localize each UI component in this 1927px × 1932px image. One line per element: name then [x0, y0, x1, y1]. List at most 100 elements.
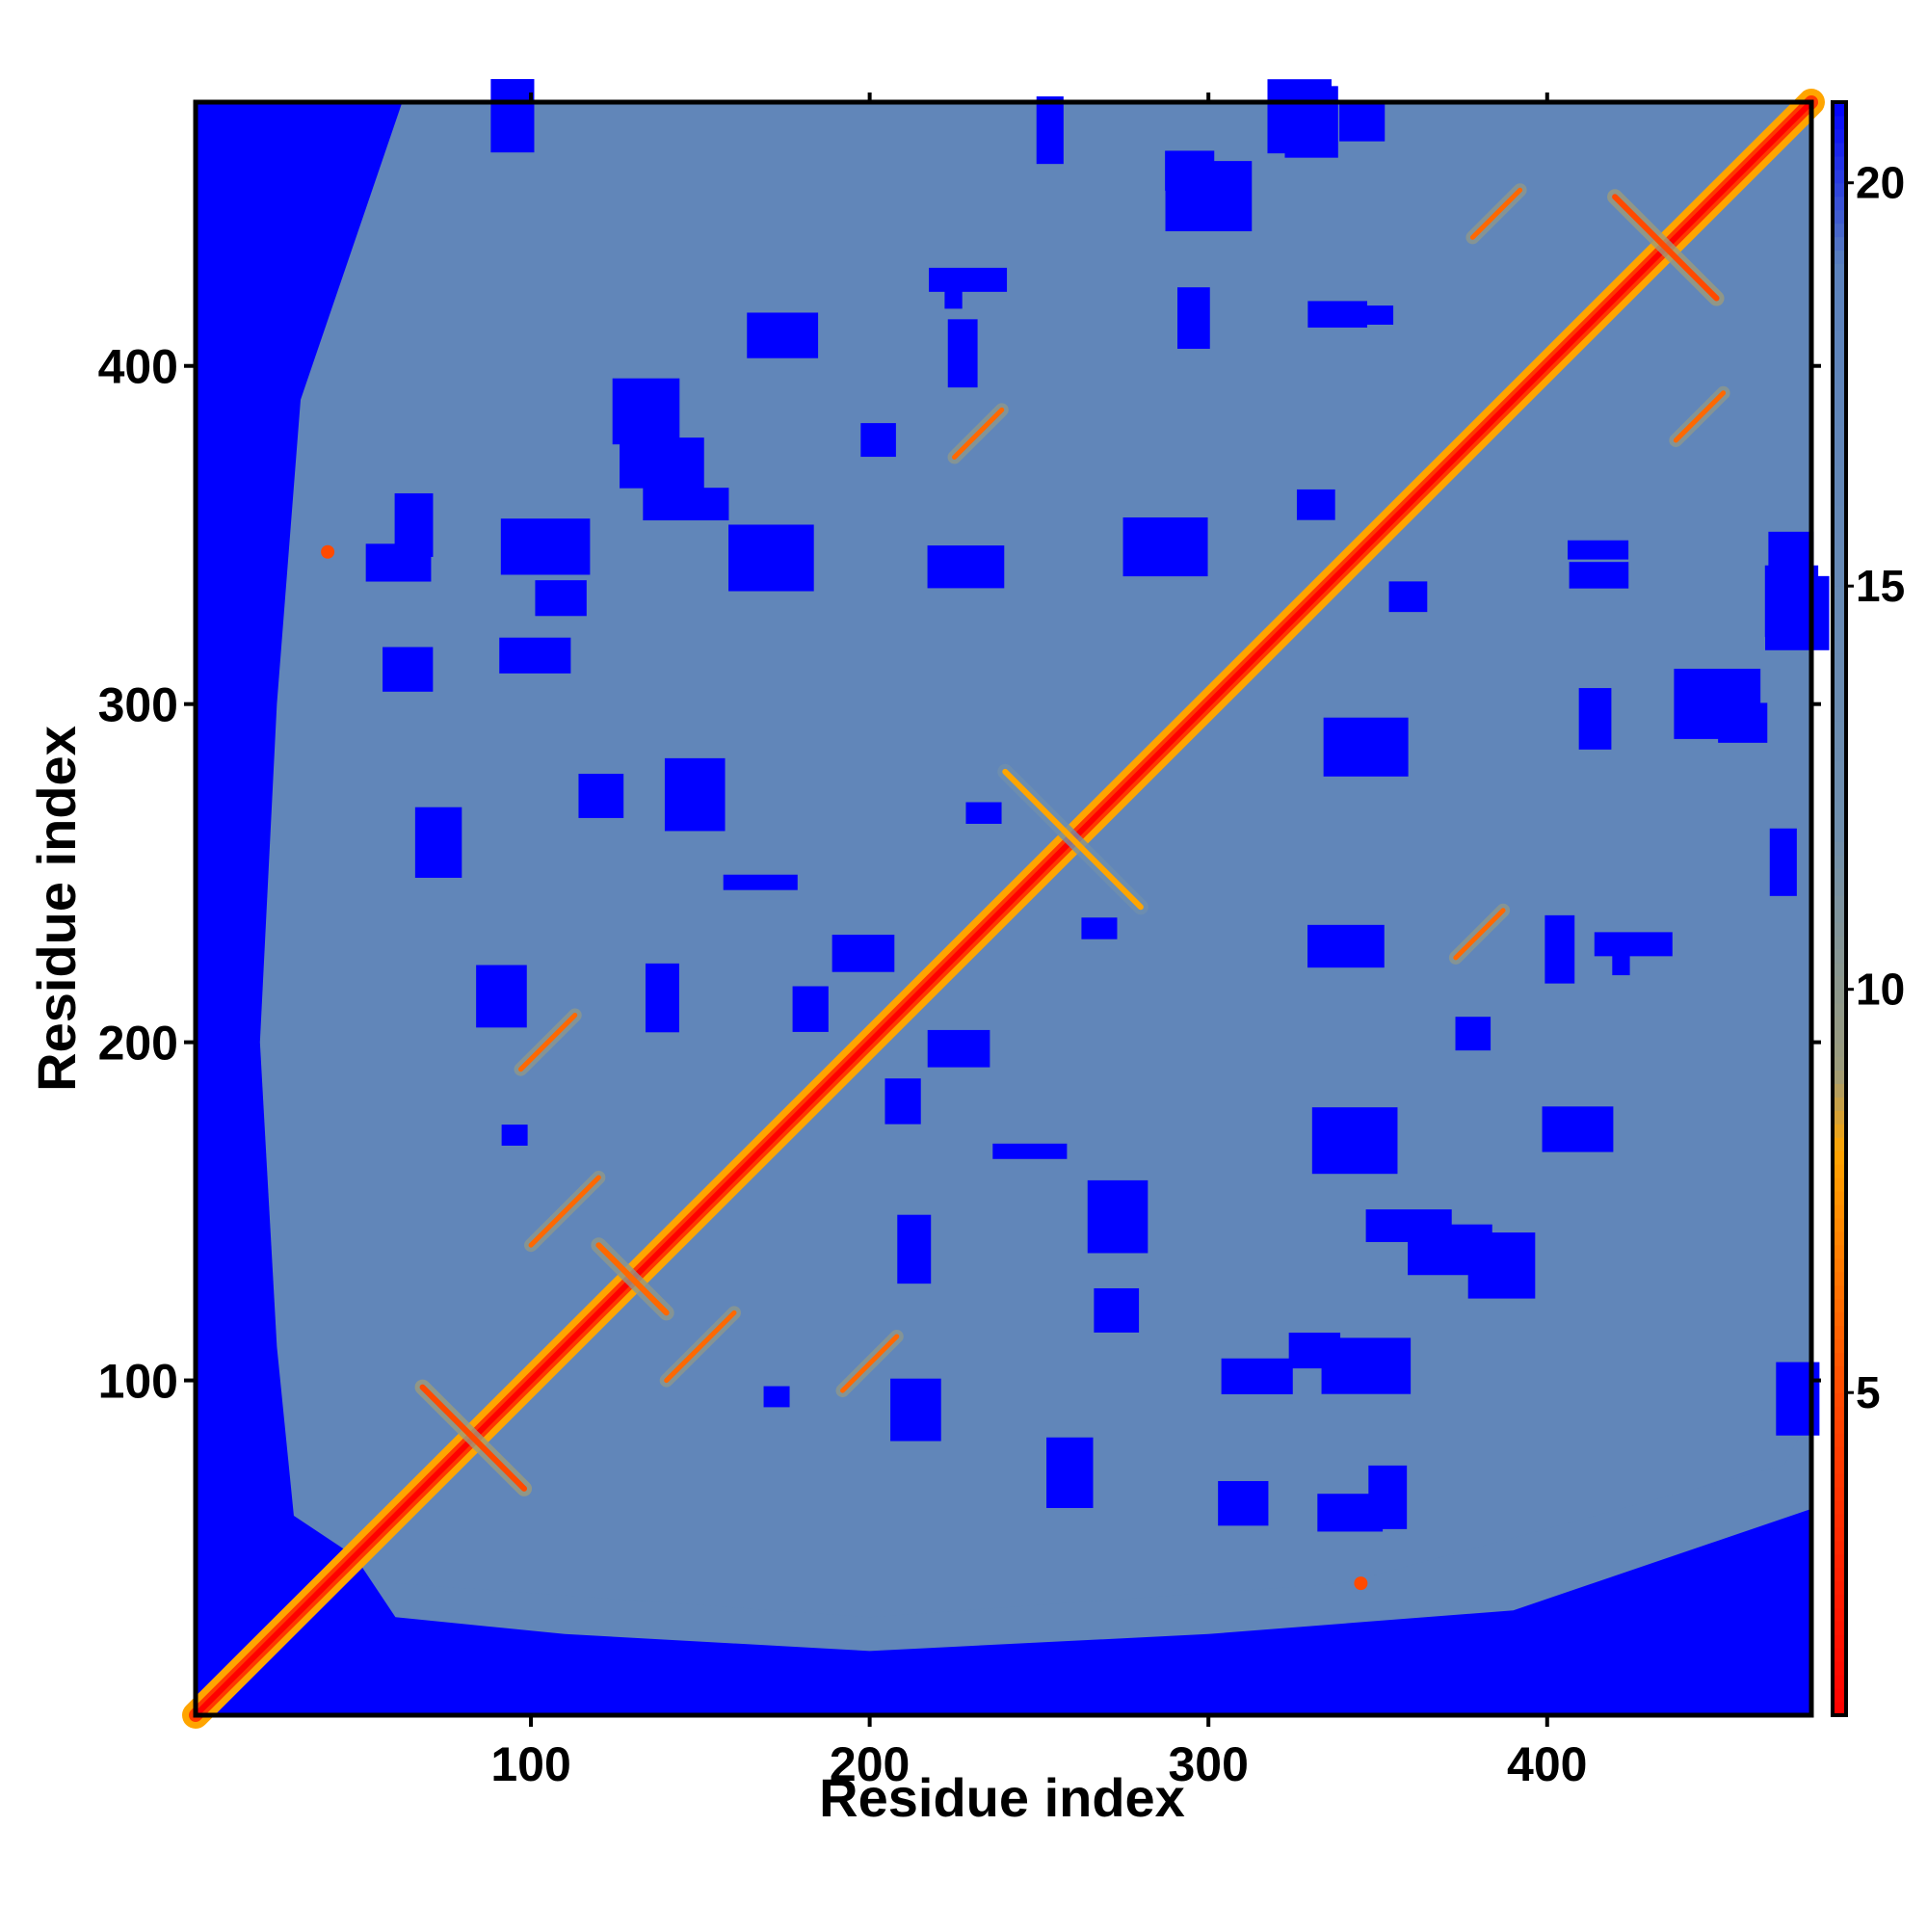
colorbar-segment: [1833, 1486, 1846, 1501]
colorbar-segment: [1833, 1365, 1846, 1380]
colorbar-segment: [1833, 1298, 1846, 1313]
colorbar-segment: [1833, 774, 1846, 789]
colorbar-segment: [1833, 760, 1846, 776]
far-patch-mirror: [1569, 562, 1629, 589]
colorbar-tick-label: 10: [1856, 965, 1905, 1015]
colorbar-segment: [1833, 599, 1846, 614]
far-patch: [1036, 96, 1064, 165]
far-patch: [1165, 161, 1253, 231]
far-patch-mirror: [992, 1143, 1068, 1159]
colorbar-segment: [1833, 1070, 1846, 1084]
parallel-contact: [1469, 187, 1523, 240]
colorbar-segment: [1833, 895, 1846, 910]
antiparallel-contact: [595, 1242, 670, 1316]
colorbar-segment: [1833, 1137, 1846, 1151]
colorbar-segment: [1833, 424, 1846, 439]
colorbar-segment: [1833, 693, 1846, 708]
x-axis-label: Residue index: [819, 1767, 1185, 1828]
colorbar-segment: [1833, 1513, 1846, 1528]
colorbar-segment: [1833, 1325, 1846, 1339]
colorbar-segment: [1833, 652, 1846, 668]
colorbar-segment: [1833, 1433, 1846, 1447]
far-patch: [664, 757, 726, 832]
far-patch: [578, 774, 624, 818]
colorbar-segment: [1833, 1217, 1846, 1232]
colorbar-border: [1831, 100, 1848, 1717]
far-patch: [927, 545, 1005, 589]
far-patch-mirror: [1567, 540, 1629, 560]
colorbar-segment: [1833, 1379, 1846, 1393]
parallel-contact: [1453, 908, 1506, 961]
colorbar-segment: [1833, 1284, 1846, 1300]
far-patch-mirror: [1612, 941, 1630, 976]
diagonal-line: [193, 99, 1814, 1718]
colorbar-segment: [1833, 948, 1846, 964]
colorbar-segment: [1833, 1594, 1846, 1608]
far-patch-mirror: [1365, 1209, 1452, 1242]
x-tick-label: 400: [1507, 1737, 1587, 1791]
colorbar-segment: [1833, 962, 1846, 977]
colorbar-segment: [1833, 223, 1846, 238]
y-axis-label: Residue index: [26, 726, 87, 1092]
far-patch: [728, 524, 814, 592]
colorbar-segment: [1833, 102, 1846, 117]
far-patch-mirror: [1046, 1437, 1094, 1508]
far-patch-mirror: [1221, 1358, 1293, 1394]
colorbar-segment: [1833, 250, 1846, 264]
parallel-contact: [664, 1310, 737, 1384]
colorbar-segment: [1833, 1526, 1846, 1542]
colorbar-segment: [1833, 1016, 1846, 1031]
far-patch: [944, 275, 963, 309]
colorbar-segment: [1833, 115, 1846, 130]
colorbar-segment: [1833, 1190, 1846, 1205]
colorbar-segment: [1833, 679, 1846, 695]
antiparallel-contact: [1612, 194, 1720, 302]
colorbar-segment: [1833, 666, 1846, 681]
colorbar-segment: [1833, 155, 1846, 171]
far-patch: [500, 518, 591, 575]
colorbar-segment: [1833, 586, 1846, 600]
far-patch: [501, 1125, 528, 1146]
colorbar-segment: [1833, 572, 1846, 587]
colorbar-segment: [1833, 733, 1846, 749]
far-patch: [643, 488, 729, 521]
colorbar-segment: [1833, 1580, 1846, 1596]
colorbar-segment: [1833, 1702, 1846, 1716]
x-tick-label: 200: [830, 1737, 910, 1791]
parallel-contact: [952, 407, 1005, 460]
colorbar-segment: [1833, 1540, 1846, 1555]
colorbar-segment: [1833, 1043, 1846, 1058]
colorbar-segment: [1833, 1406, 1846, 1420]
colorbar-segment: [1833, 989, 1846, 1004]
colorbar-segment: [1833, 841, 1846, 856]
far-patch-mirror: [927, 1029, 990, 1068]
colorbar-segment: [1833, 720, 1846, 735]
colorbar-segment: [1833, 1178, 1846, 1192]
colorbar-segment: [1833, 559, 1846, 573]
colorbar-segment: [1833, 1110, 1846, 1125]
parallel-contact: [528, 1175, 601, 1248]
colorbar-segment: [1833, 1472, 1846, 1488]
x-tick-label: 300: [1168, 1737, 1248, 1791]
colorbar-tick-label: 15: [1856, 561, 1905, 611]
far-patch: [645, 963, 679, 1033]
far-patch-mirror: [897, 1214, 932, 1284]
colorbar-segment: [1833, 882, 1846, 896]
colorbar-segment: [1833, 1446, 1846, 1461]
far-patch: [832, 935, 895, 972]
far-patch: [860, 423, 896, 458]
colorbar-segment: [1833, 371, 1846, 385]
x-axis-ticks: 100 200 300 400: [490, 93, 1587, 1791]
colorbar-segment: [1833, 1621, 1846, 1635]
far-patch: [723, 874, 798, 890]
colorbar-segment: [1833, 1607, 1846, 1622]
far-patch-mirror: [890, 1378, 941, 1442]
colorbar-segment: [1833, 828, 1846, 842]
far-patch-mirror: [1311, 1107, 1398, 1175]
colorbar-segment: [1833, 787, 1846, 802]
far-patch-mirror: [1542, 1106, 1614, 1152]
far-patch: [476, 965, 527, 1028]
colorbar-segment: [1833, 344, 1846, 358]
colorbar-segment: [1833, 1459, 1846, 1474]
colorbar-segment: [1833, 209, 1846, 225]
